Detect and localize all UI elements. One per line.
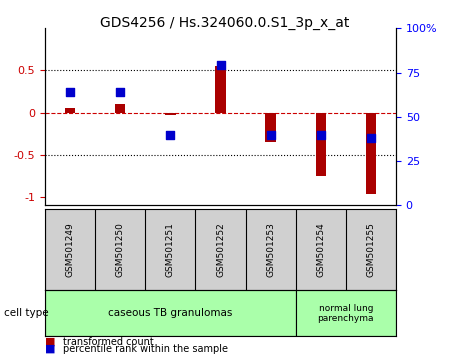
Text: GSM501254: GSM501254 bbox=[316, 222, 325, 277]
Text: GDS4256 / Hs.324060.0.S1_3p_x_at: GDS4256 / Hs.324060.0.S1_3p_x_at bbox=[100, 16, 350, 30]
Point bbox=[217, 63, 224, 68]
Text: normal lung
parenchyma: normal lung parenchyma bbox=[318, 304, 374, 323]
Bar bbox=[266, 113, 276, 142]
Text: caseous TB granulomas: caseous TB granulomas bbox=[108, 308, 233, 318]
Text: GSM501250: GSM501250 bbox=[116, 222, 125, 277]
Text: transformed count: transformed count bbox=[63, 337, 154, 347]
FancyBboxPatch shape bbox=[45, 290, 296, 336]
Bar bbox=[215, 66, 226, 113]
Bar bbox=[165, 113, 176, 115]
Text: GSM501252: GSM501252 bbox=[216, 222, 225, 277]
Text: ■: ■ bbox=[45, 344, 55, 354]
Bar bbox=[366, 113, 376, 194]
Point bbox=[367, 135, 374, 141]
Text: GSM501255: GSM501255 bbox=[366, 222, 375, 277]
Point bbox=[167, 132, 174, 137]
Point bbox=[317, 132, 324, 137]
Text: percentile rank within the sample: percentile rank within the sample bbox=[63, 344, 228, 354]
FancyBboxPatch shape bbox=[296, 290, 396, 336]
Text: cell type: cell type bbox=[4, 308, 49, 318]
Text: GSM501249: GSM501249 bbox=[66, 222, 75, 277]
Text: GSM501251: GSM501251 bbox=[166, 222, 175, 277]
Point bbox=[67, 90, 74, 95]
Point bbox=[267, 132, 274, 137]
Text: ■: ■ bbox=[45, 337, 55, 347]
Bar bbox=[315, 113, 326, 176]
Text: GSM501253: GSM501253 bbox=[266, 222, 275, 277]
Bar bbox=[65, 108, 75, 113]
Bar bbox=[115, 104, 126, 113]
Point bbox=[117, 90, 124, 95]
